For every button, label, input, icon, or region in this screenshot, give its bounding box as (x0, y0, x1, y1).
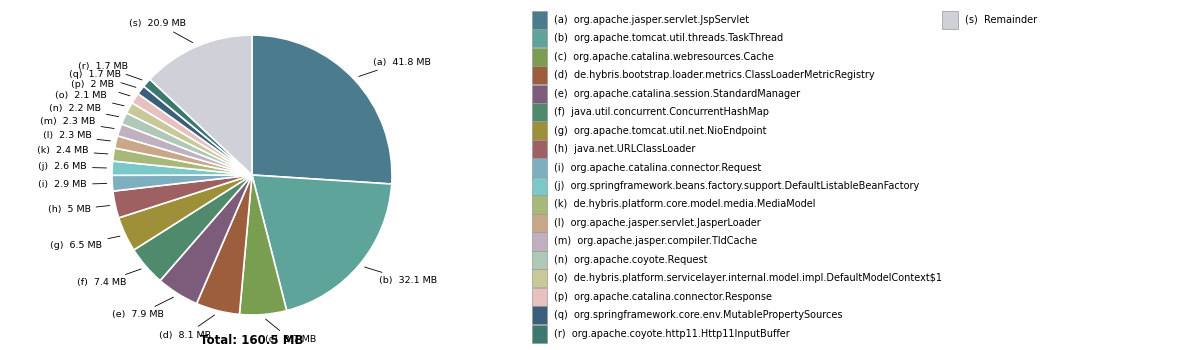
Text: (n)  2.2 MB: (n) 2.2 MB (49, 104, 119, 117)
Wedge shape (112, 175, 252, 191)
Text: (j)  2.6 MB: (j) 2.6 MB (38, 162, 107, 172)
FancyBboxPatch shape (532, 159, 547, 177)
Wedge shape (160, 175, 252, 303)
FancyBboxPatch shape (532, 306, 547, 324)
FancyBboxPatch shape (532, 325, 547, 343)
Wedge shape (240, 175, 287, 315)
Wedge shape (132, 94, 252, 175)
Wedge shape (138, 86, 252, 175)
FancyBboxPatch shape (532, 103, 547, 121)
Wedge shape (115, 136, 252, 175)
Text: (n)  org.apache.coyote.Request: (n) org.apache.coyote.Request (554, 255, 708, 265)
Text: (d)  8.1 MB: (d) 8.1 MB (160, 315, 215, 340)
Text: (g)  6.5 MB: (g) 6.5 MB (50, 236, 120, 250)
Wedge shape (121, 113, 252, 175)
FancyBboxPatch shape (532, 177, 547, 195)
Text: (p)  org.apache.catalina.connector.Response: (p) org.apache.catalina.connector.Respon… (554, 292, 772, 302)
FancyBboxPatch shape (532, 140, 547, 158)
Wedge shape (113, 175, 252, 218)
Text: (i)  org.apache.catalina.connector.Request: (i) org.apache.catalina.connector.Reques… (554, 162, 761, 173)
Text: (b)  org.apache.tomcat.util.threads.TaskThread: (b) org.apache.tomcat.util.threads.TaskT… (554, 33, 784, 43)
Wedge shape (118, 124, 252, 175)
FancyBboxPatch shape (532, 10, 547, 29)
Wedge shape (252, 35, 392, 184)
Text: (p)  2 MB: (p) 2 MB (71, 80, 130, 96)
Text: Total: 160.5 MB: Total: 160.5 MB (200, 334, 304, 346)
Text: (e)  org.apache.catalina.session.StandardManager: (e) org.apache.catalina.session.Standard… (554, 89, 800, 99)
FancyBboxPatch shape (532, 251, 547, 269)
Wedge shape (150, 35, 252, 175)
Text: (a)  org.apache.jasper.servlet.JspServlet: (a) org.apache.jasper.servlet.JspServlet (554, 15, 749, 25)
Text: (f)  java.util.concurrent.ConcurrentHashMap: (f) java.util.concurrent.ConcurrentHashM… (554, 107, 769, 117)
FancyBboxPatch shape (532, 214, 547, 232)
Wedge shape (133, 175, 252, 281)
Text: (s)  20.9 MB: (s) 20.9 MB (130, 19, 193, 43)
Text: (s)  Remainder: (s) Remainder (965, 15, 1037, 25)
Text: (f)  7.4 MB: (f) 7.4 MB (77, 269, 142, 287)
Wedge shape (126, 103, 252, 175)
Text: (e)  7.9 MB: (e) 7.9 MB (112, 297, 174, 319)
Text: (g)  org.apache.tomcat.util.net.NioEndpoint: (g) org.apache.tomcat.util.net.NioEndpoi… (554, 126, 767, 135)
Text: (q)  1.7 MB: (q) 1.7 MB (68, 70, 136, 88)
Text: (b)  32.1 MB: (b) 32.1 MB (365, 267, 437, 285)
Text: (d)  de.hybris.bootstrap.loader.metrics.ClassLoaderMetricRegistry: (d) de.hybris.bootstrap.loader.metrics.C… (554, 70, 875, 80)
FancyBboxPatch shape (532, 269, 547, 287)
Text: (l)  org.apache.jasper.servlet.JasperLoader: (l) org.apache.jasper.servlet.JasperLoad… (554, 218, 761, 228)
Text: (m)  2.3 MB: (m) 2.3 MB (41, 117, 114, 128)
Text: (k)  de.hybris.platform.core.model.media.MediaModel: (k) de.hybris.platform.core.model.media.… (554, 199, 816, 209)
FancyBboxPatch shape (532, 121, 547, 140)
Wedge shape (144, 79, 252, 175)
Text: (r)  org.apache.coyote.http11.Http11InputBuffer: (r) org.apache.coyote.http11.Http11Input… (554, 329, 790, 339)
Text: (c)  8.7 MB: (c) 8.7 MB (265, 319, 317, 344)
FancyBboxPatch shape (532, 85, 547, 103)
Text: (l)  2.3 MB: (l) 2.3 MB (43, 132, 110, 141)
FancyBboxPatch shape (942, 10, 958, 29)
FancyBboxPatch shape (532, 66, 547, 84)
FancyBboxPatch shape (532, 288, 547, 306)
Text: (k)  2.4 MB: (k) 2.4 MB (37, 146, 108, 155)
Text: (a)  41.8 MB: (a) 41.8 MB (359, 57, 431, 76)
FancyBboxPatch shape (532, 48, 547, 66)
Text: (h)  java.net.URLClassLoader: (h) java.net.URLClassLoader (554, 144, 696, 154)
Text: (o)  2.1 MB: (o) 2.1 MB (55, 91, 124, 106)
Wedge shape (197, 175, 252, 314)
Text: (i)  2.9 MB: (i) 2.9 MB (38, 180, 107, 189)
FancyBboxPatch shape (532, 195, 547, 214)
Text: (o)  de.hybris.platform.servicelayer.internal.model.impl.DefaultModelContext$1: (o) de.hybris.platform.servicelayer.inte… (554, 273, 942, 284)
Text: (j)  org.springframework.beans.factory.support.DefaultListableBeanFactory: (j) org.springframework.beans.factory.su… (554, 181, 919, 191)
Wedge shape (113, 148, 252, 175)
Text: (q)  org.springframework.core.env.MutablePropertySources: (q) org.springframework.core.env.Mutable… (554, 310, 842, 320)
Text: (h)  5 MB: (h) 5 MB (48, 205, 109, 215)
Wedge shape (252, 175, 391, 311)
Text: (c)  org.apache.catalina.webresources.Cache: (c) org.apache.catalina.webresources.Cac… (554, 52, 774, 62)
Text: (m)  org.apache.jasper.compiler.TldCache: (m) org.apache.jasper.compiler.TldCache (554, 236, 757, 246)
FancyBboxPatch shape (532, 29, 547, 47)
Text: (r)  1.7 MB: (r) 1.7 MB (78, 62, 142, 80)
Wedge shape (119, 175, 252, 250)
Wedge shape (112, 161, 252, 175)
FancyBboxPatch shape (532, 232, 547, 251)
